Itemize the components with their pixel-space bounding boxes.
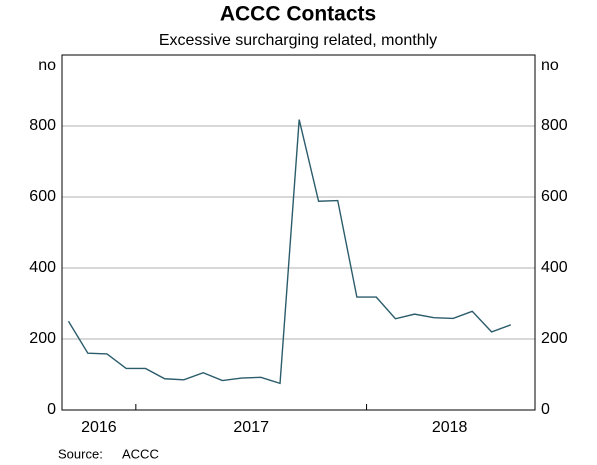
chart-subtitle: Excessive surcharging related, monthly	[159, 32, 437, 49]
y-unit-right: no	[541, 57, 559, 74]
source-label: Source:	[58, 446, 103, 461]
y-tick-label-right: 800	[541, 117, 568, 134]
chart-title: ACCC Contacts	[220, 3, 376, 26]
source: ACCC	[122, 446, 159, 461]
y-tick-label-right: 0	[541, 401, 550, 418]
y-tick-label-left: 800	[29, 117, 56, 134]
y-tick-label-left: 400	[29, 259, 56, 276]
y-tick-label-right: 200	[541, 330, 568, 347]
y-tick-label-left: 600	[29, 188, 56, 205]
x-tick-label: 2017	[233, 419, 269, 436]
y-unit-left: no	[38, 57, 56, 74]
y-tick-label-right: 400	[541, 259, 568, 276]
x-tick-label: 2018	[432, 419, 468, 436]
y-tick-label-right: 600	[541, 188, 568, 205]
y-tick-label-left: 200	[29, 330, 56, 347]
y-tick-label-left: 0	[47, 401, 56, 418]
plot-frame	[61, 54, 536, 411]
x-tick-label: 2016	[81, 419, 117, 436]
data-line	[67, 119, 512, 385]
